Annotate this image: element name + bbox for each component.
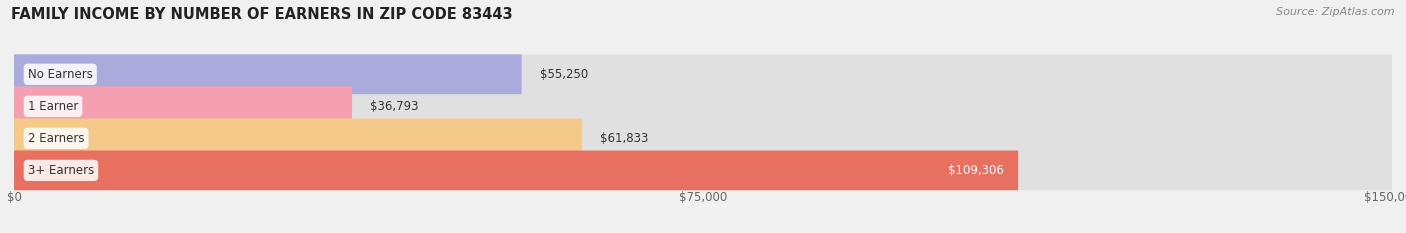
Text: $55,250: $55,250 [540,68,588,81]
Text: 2 Earners: 2 Earners [28,132,84,145]
FancyBboxPatch shape [14,86,1392,126]
FancyBboxPatch shape [14,55,1392,94]
Text: FAMILY INCOME BY NUMBER OF EARNERS IN ZIP CODE 83443: FAMILY INCOME BY NUMBER OF EARNERS IN ZI… [11,7,513,22]
Text: $36,793: $36,793 [370,100,419,113]
Text: $61,833: $61,833 [600,132,648,145]
Text: No Earners: No Earners [28,68,93,81]
FancyBboxPatch shape [14,151,1392,190]
FancyBboxPatch shape [14,86,352,126]
Text: 3+ Earners: 3+ Earners [28,164,94,177]
FancyBboxPatch shape [14,151,1018,190]
Text: $109,306: $109,306 [949,164,1004,177]
FancyBboxPatch shape [14,55,522,94]
Text: 1 Earner: 1 Earner [28,100,79,113]
Text: Source: ZipAtlas.com: Source: ZipAtlas.com [1277,7,1395,17]
FancyBboxPatch shape [14,118,582,158]
FancyBboxPatch shape [14,118,1392,158]
